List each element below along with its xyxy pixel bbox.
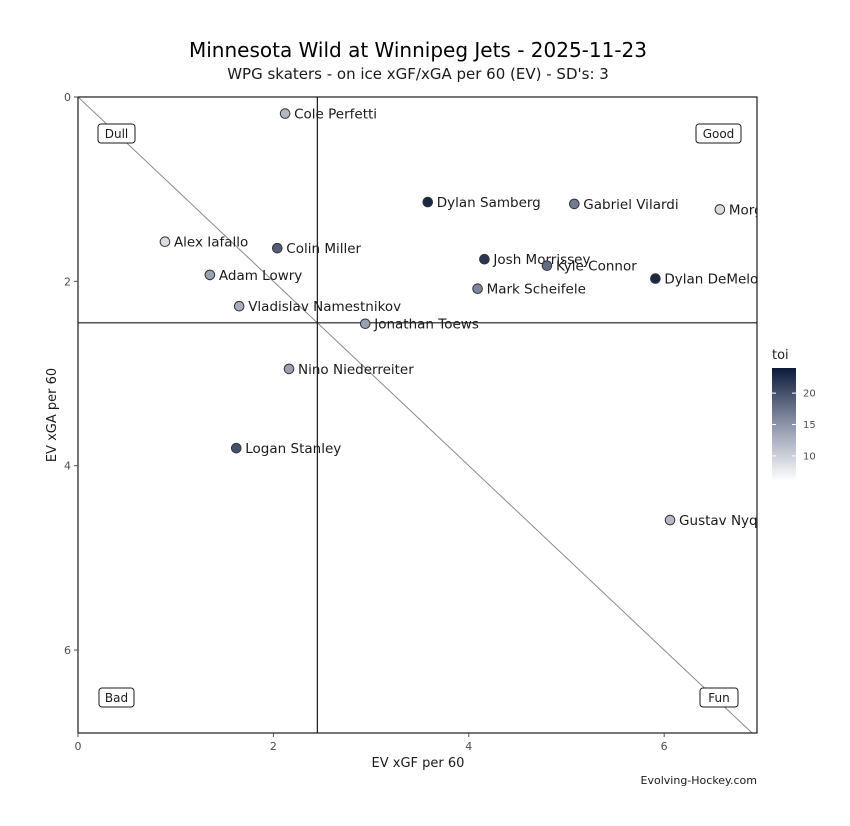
data-point[interactable] — [650, 273, 661, 284]
quadrant-text-fun: Fun — [708, 691, 729, 705]
data-point-label: Josh Morrissey — [492, 252, 590, 268]
chart-title: Minnesota Wild at Winnipeg Jets - 2025-1… — [189, 38, 647, 62]
quadrant-text-good: Good — [703, 127, 735, 141]
quadrant-label-good: Good — [695, 123, 742, 144]
quadrant-label-dull: Dull — [97, 123, 136, 144]
x-axis-ticks: 0 2 4 6 — [75, 733, 668, 753]
y-tick-label: 2 — [64, 275, 71, 288]
chart-subtitle: WPG skaters - on ice xGF/xGA per 60 (EV)… — [227, 65, 609, 83]
data-point-label: Dylan Samberg — [437, 195, 541, 211]
data-point-label: Vladislav Namestnikov — [248, 299, 401, 315]
x-tick-label: 2 — [270, 740, 277, 753]
data-point[interactable] — [664, 514, 676, 526]
x-axis-title: EV xGF per 60 — [372, 756, 465, 771]
points-layer: Cole Perfetti Dylan Samberg Gabriel Vilard… — [159, 107, 829, 529]
data-point-label: Adam Lowry — [219, 268, 302, 284]
data-point[interactable] — [569, 198, 580, 210]
data-point[interactable] — [283, 363, 295, 375]
data-point-label: Gabriel Vilardi — [583, 197, 678, 213]
data-point-label: Nino Niederreiter — [298, 362, 414, 378]
legend-ticks: 10 15 20 — [772, 389, 816, 462]
data-point[interactable] — [230, 442, 242, 454]
data-point[interactable] — [714, 204, 726, 215]
legend-tick-label: 10 — [803, 451, 816, 462]
data-point[interactable] — [541, 260, 553, 271]
y-tick-label: 6 — [64, 644, 71, 657]
chart-caption: Evolving-Hockey.com — [641, 774, 757, 787]
quadrant-label-bad: Bad — [98, 687, 135, 708]
data-point[interactable] — [159, 236, 171, 248]
x-tick-label: 6 — [661, 740, 668, 753]
data-point-label: Alex Iafallo — [174, 235, 248, 251]
data-point-label: Morgan Barron — [729, 202, 829, 218]
quadrant-text-dull: Dull — [105, 127, 129, 141]
data-point[interactable] — [479, 253, 490, 265]
data-point-label: Colin Miller — [286, 241, 361, 257]
data-point-label: Dylan DeMelo — [664, 272, 758, 288]
data-point[interactable] — [279, 108, 291, 119]
y-tick-label: 0 — [64, 91, 71, 104]
point-labels: Cole Perfetti Dylan Samberg Gabriel Vilard… — [174, 107, 829, 529]
plot-border — [77, 96, 758, 734]
x-tick-label: 4 — [465, 740, 472, 753]
data-point[interactable] — [422, 196, 434, 208]
data-point[interactable] — [472, 283, 483, 295]
data-point[interactable] — [359, 318, 371, 330]
data-point-label: Logan Stanley — [245, 441, 341, 457]
data-point-label: Jonathan Toews — [373, 317, 479, 333]
quadrant-text-bad: Bad — [105, 691, 128, 705]
data-point[interactable] — [204, 269, 216, 281]
data-point-label: Cole Perfetti — [294, 107, 377, 123]
diagonal-reference-line — [78, 97, 753, 733]
x-tick-label: 0 — [75, 740, 82, 753]
plot-area: Cole Perfetti Dylan Samberg Gabriel Vilard… — [77, 96, 829, 734]
data-point[interactable] — [272, 242, 283, 254]
data-point-label: Mark Scheifele — [487, 282, 586, 298]
y-axis-title: EV xGA per 60 — [45, 368, 60, 462]
y-axis-ticks: 0 2 4 6 — [64, 91, 78, 657]
data-point-label: Gustav Nyquist — [679, 513, 782, 529]
quadrant-label-fun: Fun — [699, 687, 739, 708]
data-point-label: Kyle Connor — [556, 259, 637, 275]
y-tick-label: 4 — [64, 460, 71, 473]
color-legend: toi 10 15 20 — [772, 348, 816, 481]
legend-tick-label: 15 — [803, 420, 816, 431]
legend-tick-label: 20 — [803, 389, 816, 400]
data-point[interactable] — [233, 300, 245, 312]
legend-title: toi — [772, 348, 789, 363]
